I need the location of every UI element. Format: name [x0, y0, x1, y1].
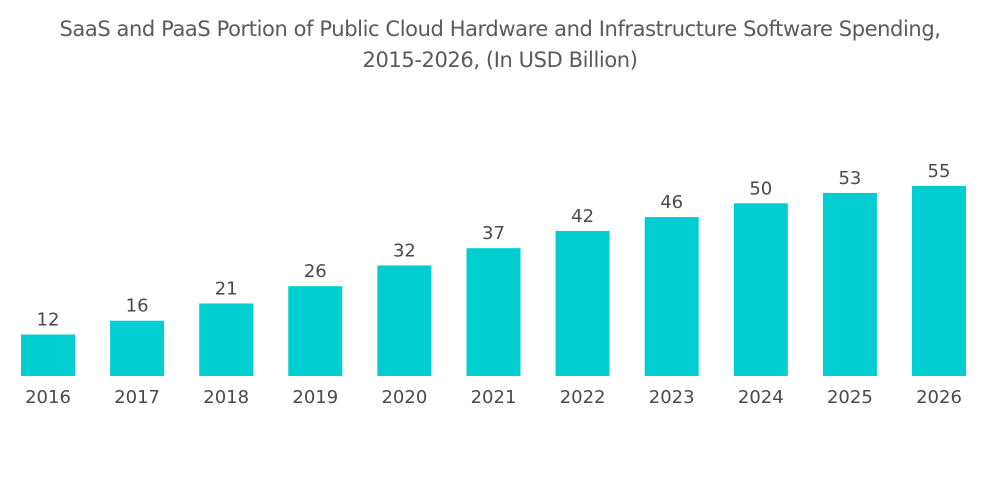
- bar-2019: [288, 286, 343, 376]
- data-label-2025: 53: [838, 168, 861, 189]
- data-label-2020: 32: [393, 240, 416, 261]
- x-tick-2026: 2026: [916, 387, 962, 408]
- data-label-2019: 26: [304, 261, 327, 282]
- data-label-2017: 16: [126, 296, 149, 317]
- bar-2024: [733, 203, 788, 376]
- chart-title: SaaS and PaaS Portion of Public Cloud Ha…: [0, 14, 1000, 76]
- x-tick-2016: 2016: [25, 387, 71, 408]
- x-tick-2024: 2024: [738, 387, 784, 408]
- bar-2016: [21, 334, 75, 376]
- x-tick-2023: 2023: [649, 387, 695, 408]
- data-label-2023: 46: [660, 192, 683, 213]
- data-label-2026: 55: [928, 161, 951, 182]
- chart-title-line-2: 2015-2026, (In USD Billion): [362, 48, 638, 72]
- bar-2018: [199, 303, 254, 376]
- data-label-2024: 50: [749, 178, 772, 199]
- data-label-2021: 37: [482, 223, 505, 244]
- bar-2020: [377, 265, 432, 376]
- bar-2023: [644, 217, 699, 376]
- x-tick-2025: 2025: [827, 387, 873, 408]
- bar-2017: [110, 320, 165, 376]
- x-tick-2018: 2018: [203, 387, 249, 408]
- x-tick-2017: 2017: [114, 387, 160, 408]
- x-tick-2022: 2022: [560, 387, 606, 408]
- x-tick-2021: 2021: [471, 387, 517, 408]
- bar-2026: [912, 186, 966, 376]
- bar-2021: [466, 248, 521, 376]
- chart-title-line-1: SaaS and PaaS Portion of Public Cloud Ha…: [59, 17, 941, 41]
- x-tick-2019: 2019: [292, 387, 338, 408]
- x-tick-2020: 2020: [381, 387, 427, 408]
- data-label-2018: 21: [215, 278, 238, 299]
- bar-2025: [822, 192, 877, 376]
- bar-2022: [555, 230, 610, 376]
- data-label-2022: 42: [571, 206, 594, 227]
- data-label-2016: 12: [37, 310, 60, 331]
